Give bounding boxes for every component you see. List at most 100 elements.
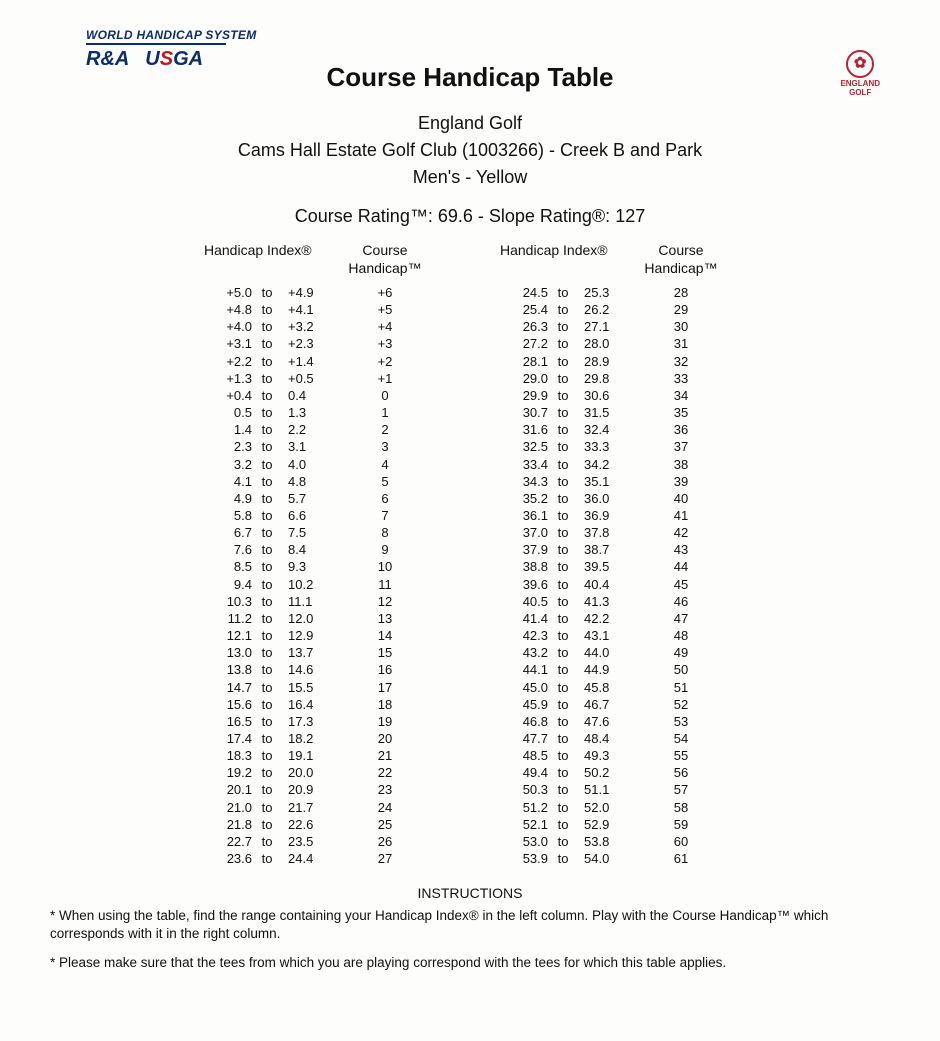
course-handicap-value: 34: [626, 387, 736, 404]
course-handicap-value: 13: [330, 610, 440, 627]
course-handicap-value: 39: [626, 473, 736, 490]
index-low: 13.8: [204, 661, 252, 678]
index-low: 21.8: [204, 816, 252, 833]
usga-logo-s: S: [160, 48, 173, 70]
index-high: 16.4: [282, 696, 330, 713]
course-handicap-value: 5: [330, 473, 440, 490]
index-high: 3.1: [282, 438, 330, 455]
course-handicap-value: 4: [330, 456, 440, 473]
index-high: 28.0: [578, 335, 626, 352]
to-label: to: [252, 661, 282, 678]
index-high: 32.4: [578, 421, 626, 438]
col-header-index-right: Handicap Index®: [500, 241, 626, 284]
index-low: +4.8: [204, 301, 252, 318]
index-high: 30.6: [578, 387, 626, 404]
index-low: +4.0: [204, 318, 252, 335]
index-high: 48.4: [578, 730, 626, 747]
index-low: 13.0: [204, 644, 252, 661]
index-low: +5.0: [204, 284, 252, 301]
course-handicap-value: 37: [626, 438, 736, 455]
to-label: to: [548, 490, 578, 507]
course-handicap-value: 48: [626, 627, 736, 644]
index-high: 27.1: [578, 318, 626, 335]
course-handicap-value: 55: [626, 747, 736, 764]
to-label: to: [548, 473, 578, 490]
course-handicap-value: 9: [330, 541, 440, 558]
to-label: to: [252, 301, 282, 318]
index-low: 51.2: [500, 799, 548, 816]
index-low: 39.6: [500, 576, 548, 593]
course-handicap-value: 16: [330, 661, 440, 678]
course-handicap-value: 38: [626, 456, 736, 473]
to-label: to: [252, 421, 282, 438]
index-low: 10.3: [204, 593, 252, 610]
course-handicap-value: 30: [626, 318, 736, 335]
course-handicap-value: 45: [626, 576, 736, 593]
course-handicap-value: 49: [626, 644, 736, 661]
course-handicap-value: 17: [330, 679, 440, 696]
whs-label: WORLD HANDICAP SYSTEM: [86, 28, 257, 42]
index-high: 51.1: [578, 781, 626, 798]
index-low: 0.5: [204, 404, 252, 421]
index-low: 2.3: [204, 438, 252, 455]
to-label: to: [548, 764, 578, 781]
index-high: +3.2: [282, 318, 330, 335]
index-high: 8.4: [282, 541, 330, 558]
to-label: to: [548, 593, 578, 610]
to-label: to: [548, 747, 578, 764]
col-header-index-left: Handicap Index®: [204, 241, 330, 284]
index-low: 35.2: [500, 490, 548, 507]
index-high: 46.7: [578, 696, 626, 713]
index-high: 11.1: [282, 593, 330, 610]
to-label: to: [252, 353, 282, 370]
index-high: 23.5: [282, 833, 330, 850]
to-label: to: [548, 781, 578, 798]
course-handicap-value: 21: [330, 747, 440, 764]
col-header-ch-left: Course Handicap™: [330, 241, 440, 284]
course-handicap-value: 52: [626, 696, 736, 713]
to-label: to: [548, 404, 578, 421]
index-high: +2.3: [282, 335, 330, 352]
course-handicap-value: 61: [626, 850, 736, 867]
england-golf-flower-icon: [846, 50, 874, 78]
index-high: 45.8: [578, 679, 626, 696]
course-handicap-value: 35: [626, 404, 736, 421]
index-high: 52.0: [578, 799, 626, 816]
instruction-2: * Please make sure that the tees from wh…: [50, 954, 890, 972]
to-label: to: [548, 335, 578, 352]
index-low: 11.2: [204, 610, 252, 627]
index-high: 54.0: [578, 850, 626, 867]
to-label: to: [252, 833, 282, 850]
england-golf-text: ENGLAND GOLF: [840, 80, 880, 98]
to-label: to: [252, 284, 282, 301]
course-handicap-value: 15: [330, 644, 440, 661]
index-low: 45.9: [500, 696, 548, 713]
index-low: 50.3: [500, 781, 548, 798]
to-label: to: [548, 833, 578, 850]
tees-line: Men's - Yellow: [50, 167, 890, 188]
index-high: 43.1: [578, 627, 626, 644]
to-label: to: [548, 456, 578, 473]
to-label: to: [548, 353, 578, 370]
index-low: 18.3: [204, 747, 252, 764]
to-label: to: [548, 627, 578, 644]
course-handicap-value: 33: [626, 370, 736, 387]
index-high: +1.4: [282, 353, 330, 370]
to-label: to: [252, 610, 282, 627]
course-handicap-value: 47: [626, 610, 736, 627]
index-high: 22.6: [282, 816, 330, 833]
usga-logo-ga: GA: [173, 48, 203, 70]
course-handicap-value: 53: [626, 713, 736, 730]
course-handicap-value: 23: [330, 781, 440, 798]
index-high: 53.8: [578, 833, 626, 850]
index-low: 53.9: [500, 850, 548, 867]
to-label: to: [548, 301, 578, 318]
index-high: +4.9: [282, 284, 330, 301]
index-high: 36.0: [578, 490, 626, 507]
to-label: to: [252, 730, 282, 747]
to-label: to: [548, 507, 578, 524]
to-label: to: [548, 730, 578, 747]
index-high: 39.5: [578, 558, 626, 575]
to-label: to: [252, 473, 282, 490]
club-line: Cams Hall Estate Golf Club (1003266) - C…: [50, 140, 890, 161]
